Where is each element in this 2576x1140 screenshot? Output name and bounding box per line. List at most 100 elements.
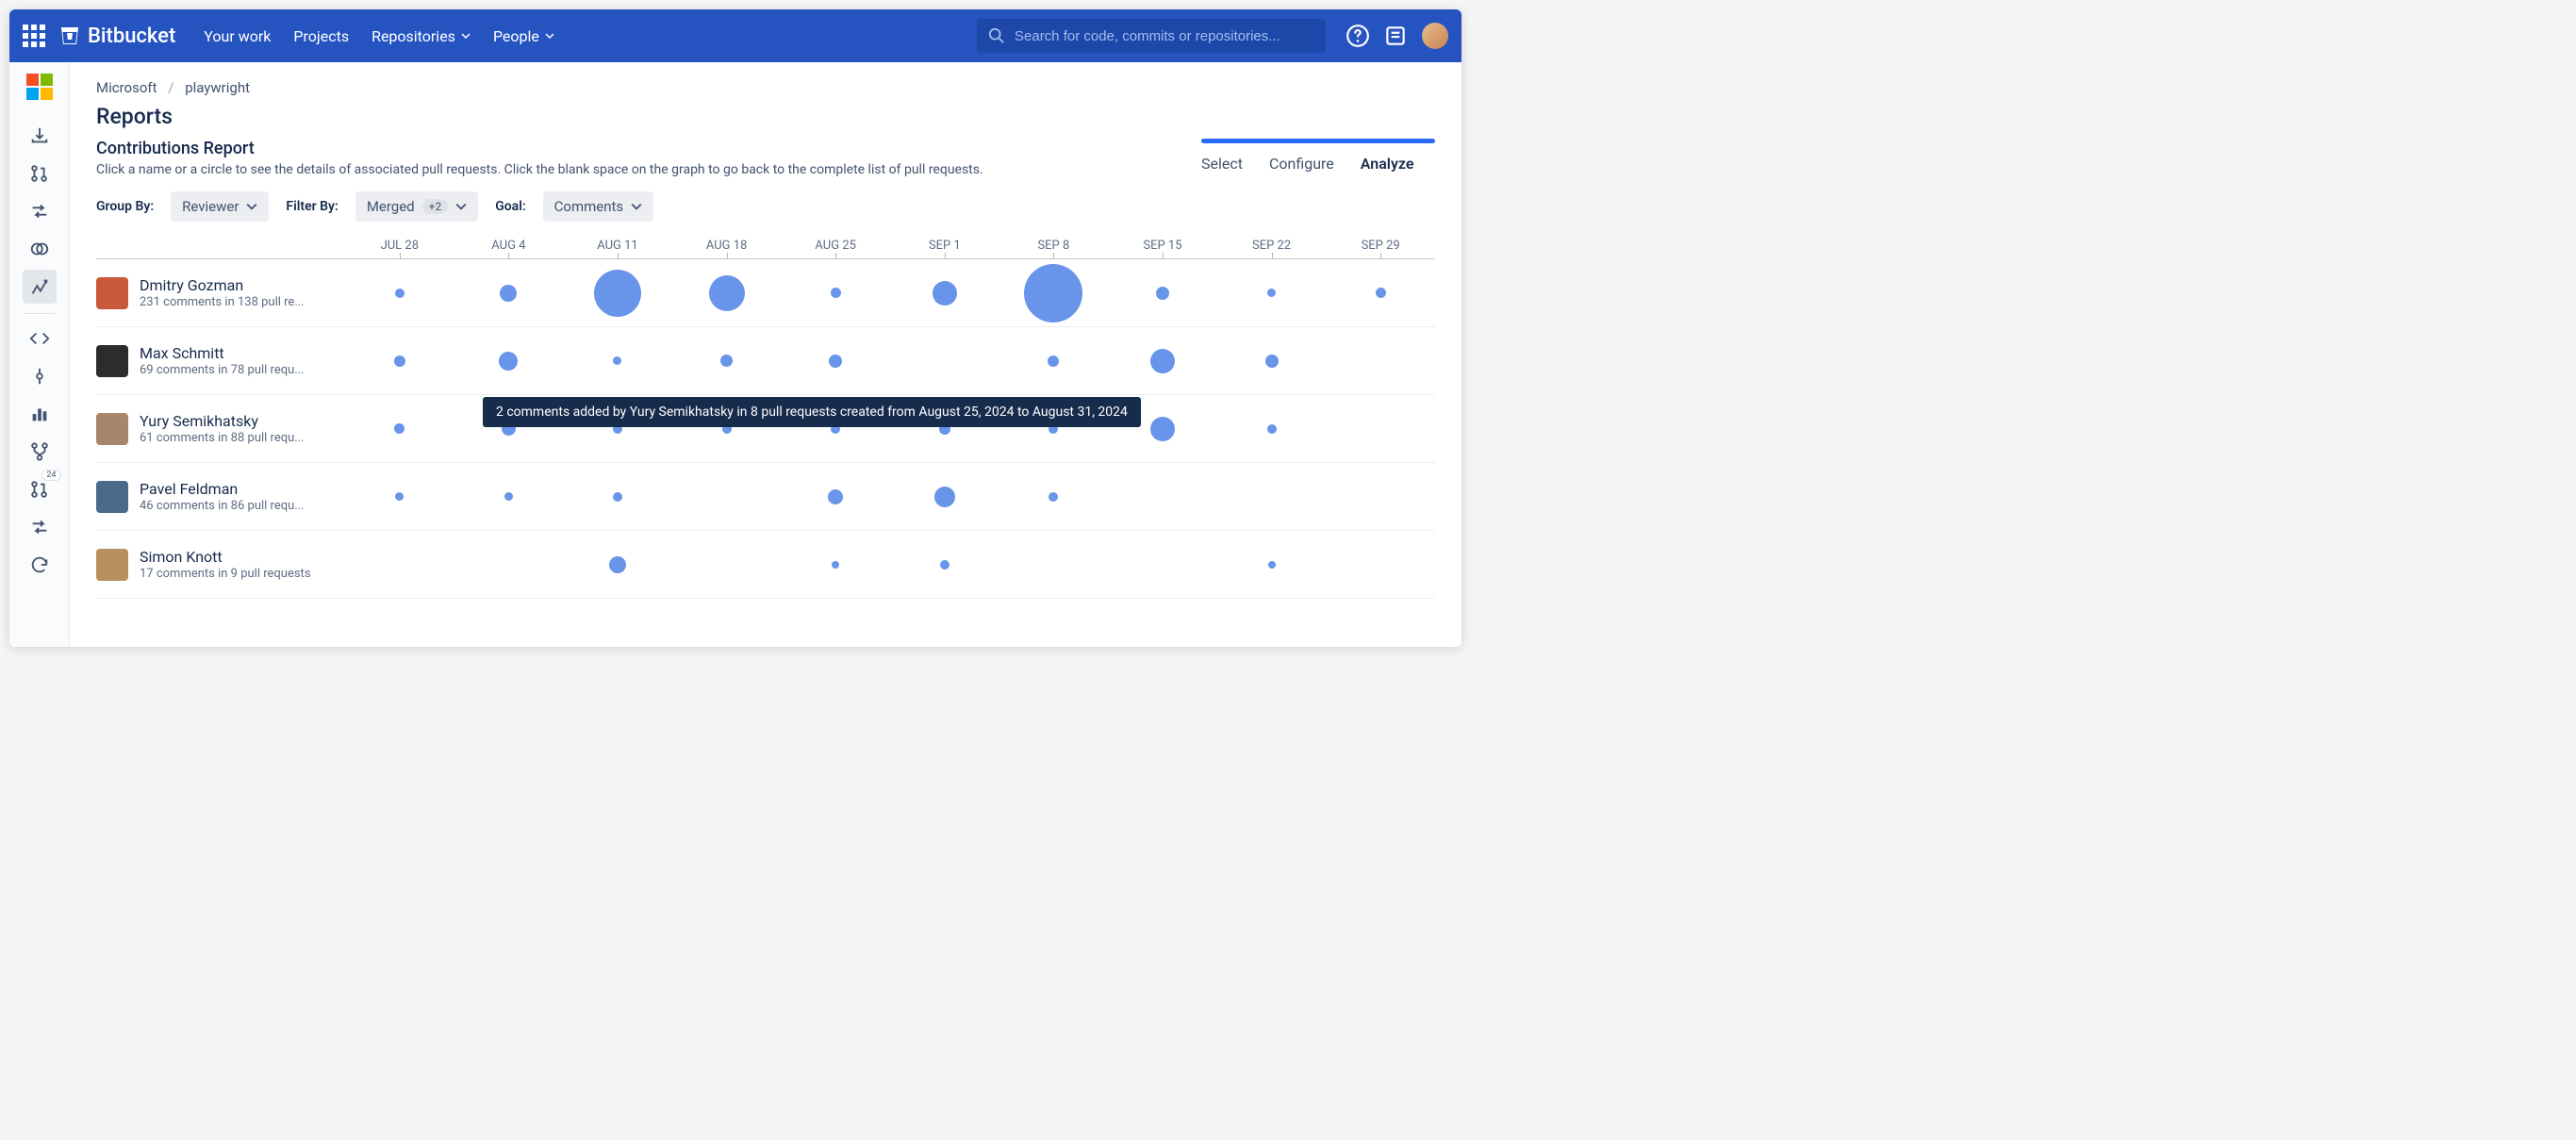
- contribution-bubble[interactable]: [720, 355, 733, 367]
- row-header[interactable]: Simon Knott17 comments in 9 pull request…: [96, 548, 345, 581]
- contribution-bubble[interactable]: [1267, 424, 1277, 434]
- chevron-down-icon: [455, 201, 467, 212]
- sidebar-branches-icon[interactable]: [23, 435, 57, 469]
- goal-dropdown[interactable]: Comments: [543, 191, 654, 222]
- chevron-down-icon: [246, 201, 257, 212]
- contribution-bubble[interactable]: [831, 288, 841, 298]
- sidebar-code-icon[interactable]: [23, 322, 57, 355]
- nav-projects[interactable]: Projects: [293, 27, 349, 45]
- chart-cell: [1217, 264, 1327, 322]
- contribution-bubble[interactable]: [1024, 264, 1082, 322]
- contribution-bubble[interactable]: [1150, 349, 1175, 373]
- chart-cell: [890, 264, 999, 322]
- step-configure[interactable]: Configure: [1269, 155, 1334, 173]
- contribution-bubble[interactable]: [504, 492, 513, 501]
- user-avatar[interactable]: [1422, 23, 1448, 49]
- chart-cell: [781, 487, 890, 507]
- contribution-bubble[interactable]: [394, 355, 405, 367]
- contribution-bubble[interactable]: [829, 355, 842, 368]
- user-stats: 231 comments in 138 pull re...: [140, 295, 305, 309]
- project-logo[interactable]: [26, 74, 53, 100]
- chevron-down-icon: [545, 31, 554, 41]
- contribution-bubble[interactable]: [1156, 287, 1169, 300]
- filter-by-dropdown[interactable]: Merged +2: [355, 191, 478, 222]
- contribution-bubble[interactable]: [832, 561, 839, 569]
- contribution-bubble[interactable]: [499, 352, 518, 371]
- nav-people[interactable]: People: [493, 27, 554, 45]
- date-column: SEP 1: [890, 239, 999, 253]
- group-by-dropdown[interactable]: Reviewer: [171, 191, 269, 222]
- nav-your-work[interactable]: Your work: [204, 27, 271, 45]
- notes-icon[interactable]: [1382, 23, 1409, 49]
- row-header[interactable]: Yury Semikhatsky61 comments in 88 pull r…: [96, 412, 345, 445]
- group-by-label: Group By:: [96, 199, 154, 214]
- search-input[interactable]: [1015, 28, 1314, 44]
- sidebar-reports-icon[interactable]: [23, 270, 57, 304]
- row-header[interactable]: Max Schmitt69 comments in 78 pull requ..…: [96, 344, 345, 377]
- search-box[interactable]: [977, 19, 1326, 53]
- contribution-bubble[interactable]: [395, 492, 404, 501]
- apps-switcher-icon[interactable]: [23, 25, 45, 47]
- contribution-bubble[interactable]: [1267, 289, 1276, 297]
- help-icon[interactable]: [1345, 23, 1371, 49]
- sidebar-import-icon[interactable]: [23, 119, 57, 153]
- contribution-bubble[interactable]: [500, 285, 517, 302]
- sidebar-overlap-icon[interactable]: [23, 232, 57, 266]
- contribution-bubble[interactable]: [1376, 288, 1386, 298]
- sidebar-compare-icon[interactable]: [23, 194, 57, 228]
- row-header[interactable]: Dmitry Gozman231 comments in 138 pull re…: [96, 276, 345, 309]
- contribution-bubble[interactable]: [933, 281, 957, 306]
- user-avatar: [96, 549, 128, 581]
- nav-repositories[interactable]: Repositories: [372, 27, 471, 45]
- contribution-bubble[interactable]: [709, 275, 745, 311]
- contribution-bubble[interactable]: [1049, 492, 1058, 502]
- contribution-bubble[interactable]: [395, 289, 405, 298]
- chart-cell: [345, 556, 454, 573]
- step-select[interactable]: Select: [1201, 155, 1243, 173]
- date-column: AUG 18: [672, 239, 782, 253]
- contribution-bubble[interactable]: [940, 560, 949, 570]
- step-analyze[interactable]: Analyze: [1361, 155, 1414, 173]
- sidebar-pull-requests-icon[interactable]: [23, 157, 57, 190]
- breadcrumb: Microsoft / playwright: [96, 79, 1435, 96]
- chart-cell: [999, 556, 1109, 573]
- breadcrumb-repo[interactable]: playwright: [185, 79, 250, 96]
- chart-cell: [1326, 417, 1435, 441]
- chart-cell: [890, 349, 999, 373]
- sidebar-sync-icon[interactable]: [23, 548, 57, 582]
- breadcrumb-org[interactable]: Microsoft: [96, 79, 157, 96]
- filter-by-label: Filter By:: [286, 199, 338, 214]
- contribution-bubble[interactable]: [613, 356, 621, 365]
- user-name: Pavel Feldman: [140, 480, 305, 498]
- sidebar-commit-icon[interactable]: [23, 359, 57, 393]
- contribution-bubble[interactable]: [1150, 417, 1175, 441]
- chart-cell: [454, 487, 564, 507]
- chevron-down-icon: [461, 31, 471, 41]
- contribution-bubble[interactable]: [613, 492, 622, 502]
- contribution-bubble[interactable]: [609, 556, 626, 573]
- contribution-bubble[interactable]: [594, 270, 641, 317]
- brand-logo[interactable]: Bitbucket: [58, 25, 175, 48]
- sidebar-stats-icon[interactable]: [23, 397, 57, 431]
- contribution-bubble[interactable]: [828, 489, 843, 504]
- chart-cell: [1108, 556, 1217, 573]
- chart-cell: [781, 349, 890, 373]
- contribution-bubble[interactable]: [1265, 355, 1279, 368]
- contribution-bubble[interactable]: [1048, 355, 1059, 367]
- chart-cell: [672, 264, 782, 322]
- contribution-bubble[interactable]: [1268, 561, 1276, 569]
- chart-cell: [1326, 487, 1435, 507]
- chart-cell: [1326, 556, 1435, 573]
- chart-cell: [999, 264, 1109, 322]
- sidebar-swap-icon[interactable]: [23, 510, 57, 544]
- filter-bar: Group By: Reviewer Filter By: Merged +2 …: [96, 191, 1435, 222]
- row-header[interactable]: Pavel Feldman46 comments in 86 pull requ…: [96, 480, 345, 513]
- goal-label: Goal:: [495, 199, 525, 214]
- sidebar-pr-count-icon[interactable]: 24: [23, 472, 57, 506]
- date-column: SEP 22: [1217, 239, 1327, 253]
- contribution-bubble[interactable]: [934, 487, 955, 507]
- sidebar-badge: 24: [41, 470, 60, 481]
- chart-cell: [345, 487, 454, 507]
- user-stats: 69 comments in 78 pull requ...: [140, 363, 305, 377]
- contribution-bubble[interactable]: [394, 423, 405, 434]
